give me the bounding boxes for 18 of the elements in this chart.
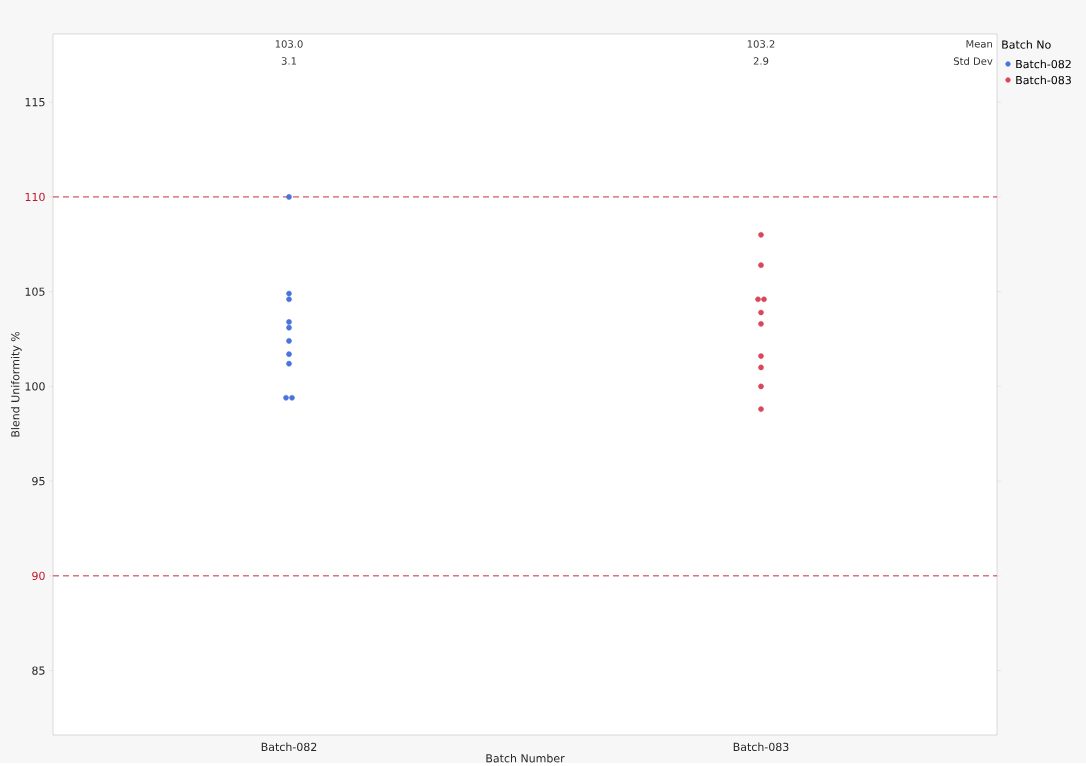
annotation: 2.9 — [753, 57, 769, 65]
legend-label: Batch-082 — [1016, 59, 1071, 69]
legend-label: Batch-083 — [1016, 75, 1071, 85]
y-tick-label: 95 — [32, 477, 45, 486]
annotation: 3.1 — [281, 57, 297, 65]
y-tick-label: 105 — [25, 287, 45, 296]
x-axis-title: Batch Number — [486, 754, 565, 763]
legend-title: Batch No — [1002, 40, 1051, 49]
annotation: Std Dev — [953, 57, 993, 66]
annotation: Mean — [966, 40, 992, 48]
y-axis-title: Blend Uniformity % — [10, 332, 22, 437]
y-tick-label: 85 — [32, 666, 45, 675]
y-tick-label: 115 — [25, 98, 45, 107]
annotation: 103.2 — [747, 40, 775, 48]
y-tick-label: 90 — [32, 571, 45, 581]
y-tick-label: 110 — [25, 192, 45, 202]
y-tick-label: 100 — [25, 382, 45, 391]
annotation: 103.0 — [275, 40, 303, 48]
